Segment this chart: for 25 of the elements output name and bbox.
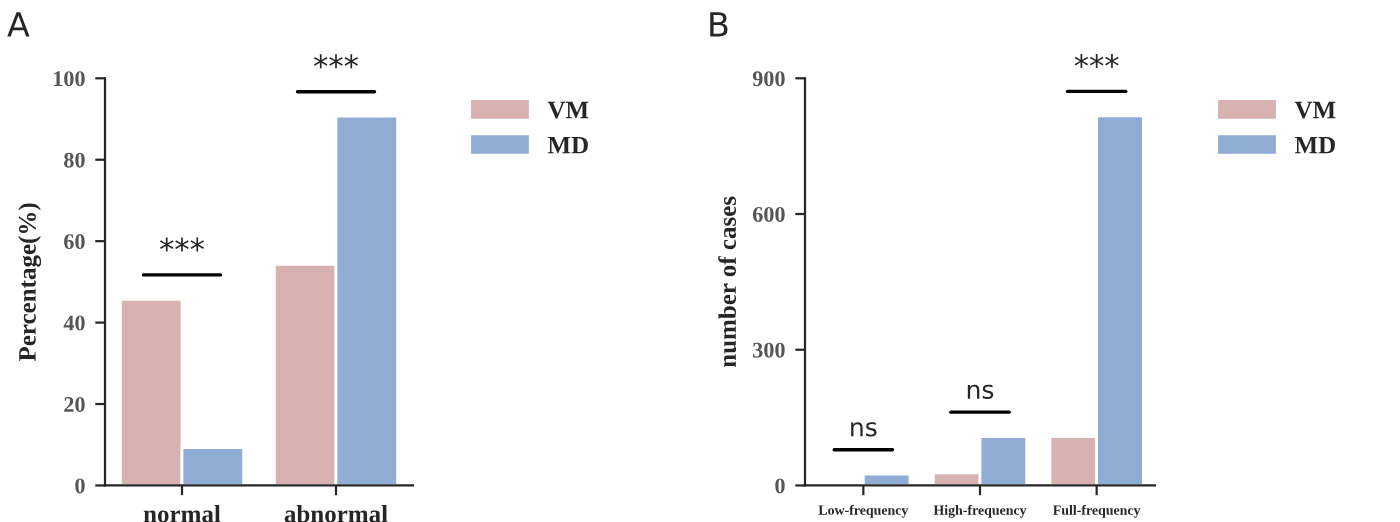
text: ***	[314, 54, 358, 69]
text: ***	[1074, 54, 1119, 68]
y-tick-label: 300	[753, 342, 785, 358]
y-tick-label: 600	[752, 206, 785, 222]
y-tick-label: 80	[64, 152, 85, 168]
chart-title: A	[7, 12, 30, 37]
annotation: ns	[967, 384, 994, 399]
y-tick-label: 0	[775, 478, 785, 494]
x-tick-label: abnormal	[284, 504, 388, 522]
y-tick-label: 0	[75, 478, 85, 494]
legend-label: VM	[1294, 101, 1336, 119]
x-tick-label: normal	[143, 504, 221, 522]
y-tick-label: 100	[54, 71, 85, 87]
y-tick-label: 40	[63, 315, 85, 331]
y-tick-label: 60	[64, 234, 85, 250]
annotation: ns	[851, 422, 877, 437]
y-tick-label: 900	[752, 71, 785, 87]
chart-title: B	[710, 12, 728, 37]
legend-label: MD	[547, 136, 588, 154]
y-tick-label: 20	[64, 396, 85, 412]
y-axis-title: number of cases	[718, 196, 737, 368]
annotation: ***	[160, 237, 204, 252]
legend-label: VM	[547, 101, 589, 119]
legend-label: MD	[1294, 136, 1335, 154]
y-axis-title: Percentage(%)	[18, 203, 42, 362]
